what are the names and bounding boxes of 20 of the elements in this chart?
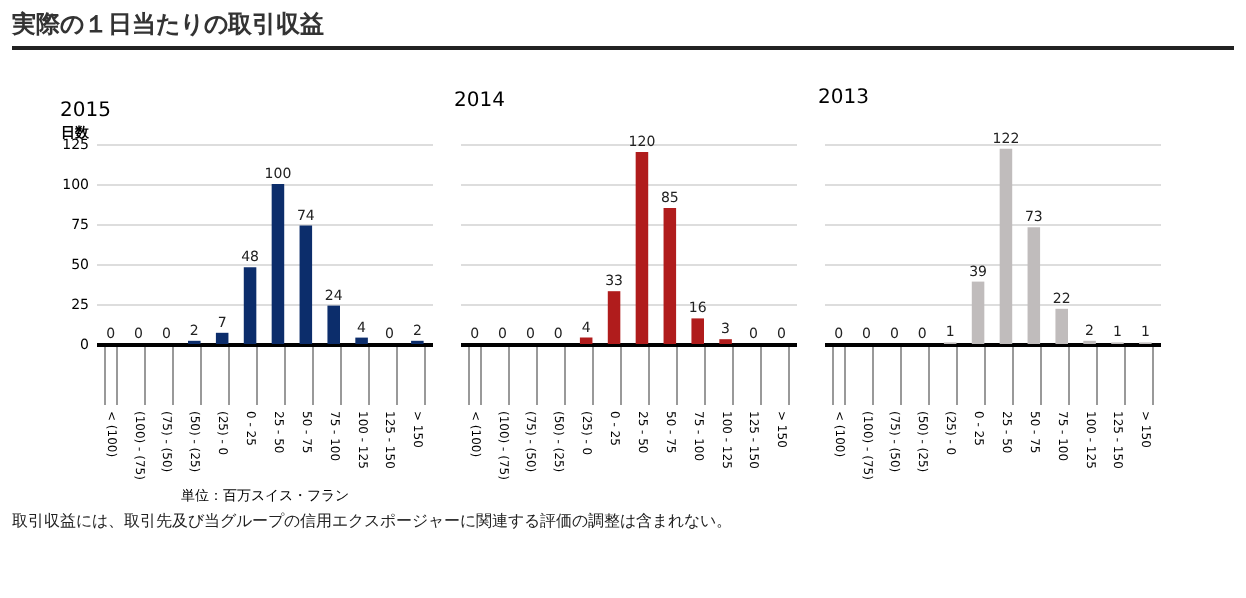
bar <box>663 208 677 344</box>
bar <box>1055 308 1068 344</box>
bar <box>691 318 704 344</box>
chart-title: 実際の１日当たりの取引収益 <box>12 8 1234 50</box>
bar <box>1027 227 1041 344</box>
bar <box>327 305 340 344</box>
bar <box>607 291 621 344</box>
bar <box>635 152 649 344</box>
bar <box>299 225 313 344</box>
text: 取引収益には、取引先及び当グループの信用エクスポージャーに関連する評価の調整は含まれない。 <box>12 510 734 532</box>
bar <box>579 337 593 344</box>
chart-subtitle: 2015 <box>60 100 111 122</box>
bar <box>271 184 285 344</box>
bar <box>355 337 368 344</box>
chart-subtitle: 2014 <box>454 90 505 112</box>
chart-subtitle: 2013 <box>818 86 869 109</box>
bar <box>215 332 229 344</box>
bar <box>243 267 257 344</box>
bar <box>999 148 1013 344</box>
bar <box>971 281 985 344</box>
